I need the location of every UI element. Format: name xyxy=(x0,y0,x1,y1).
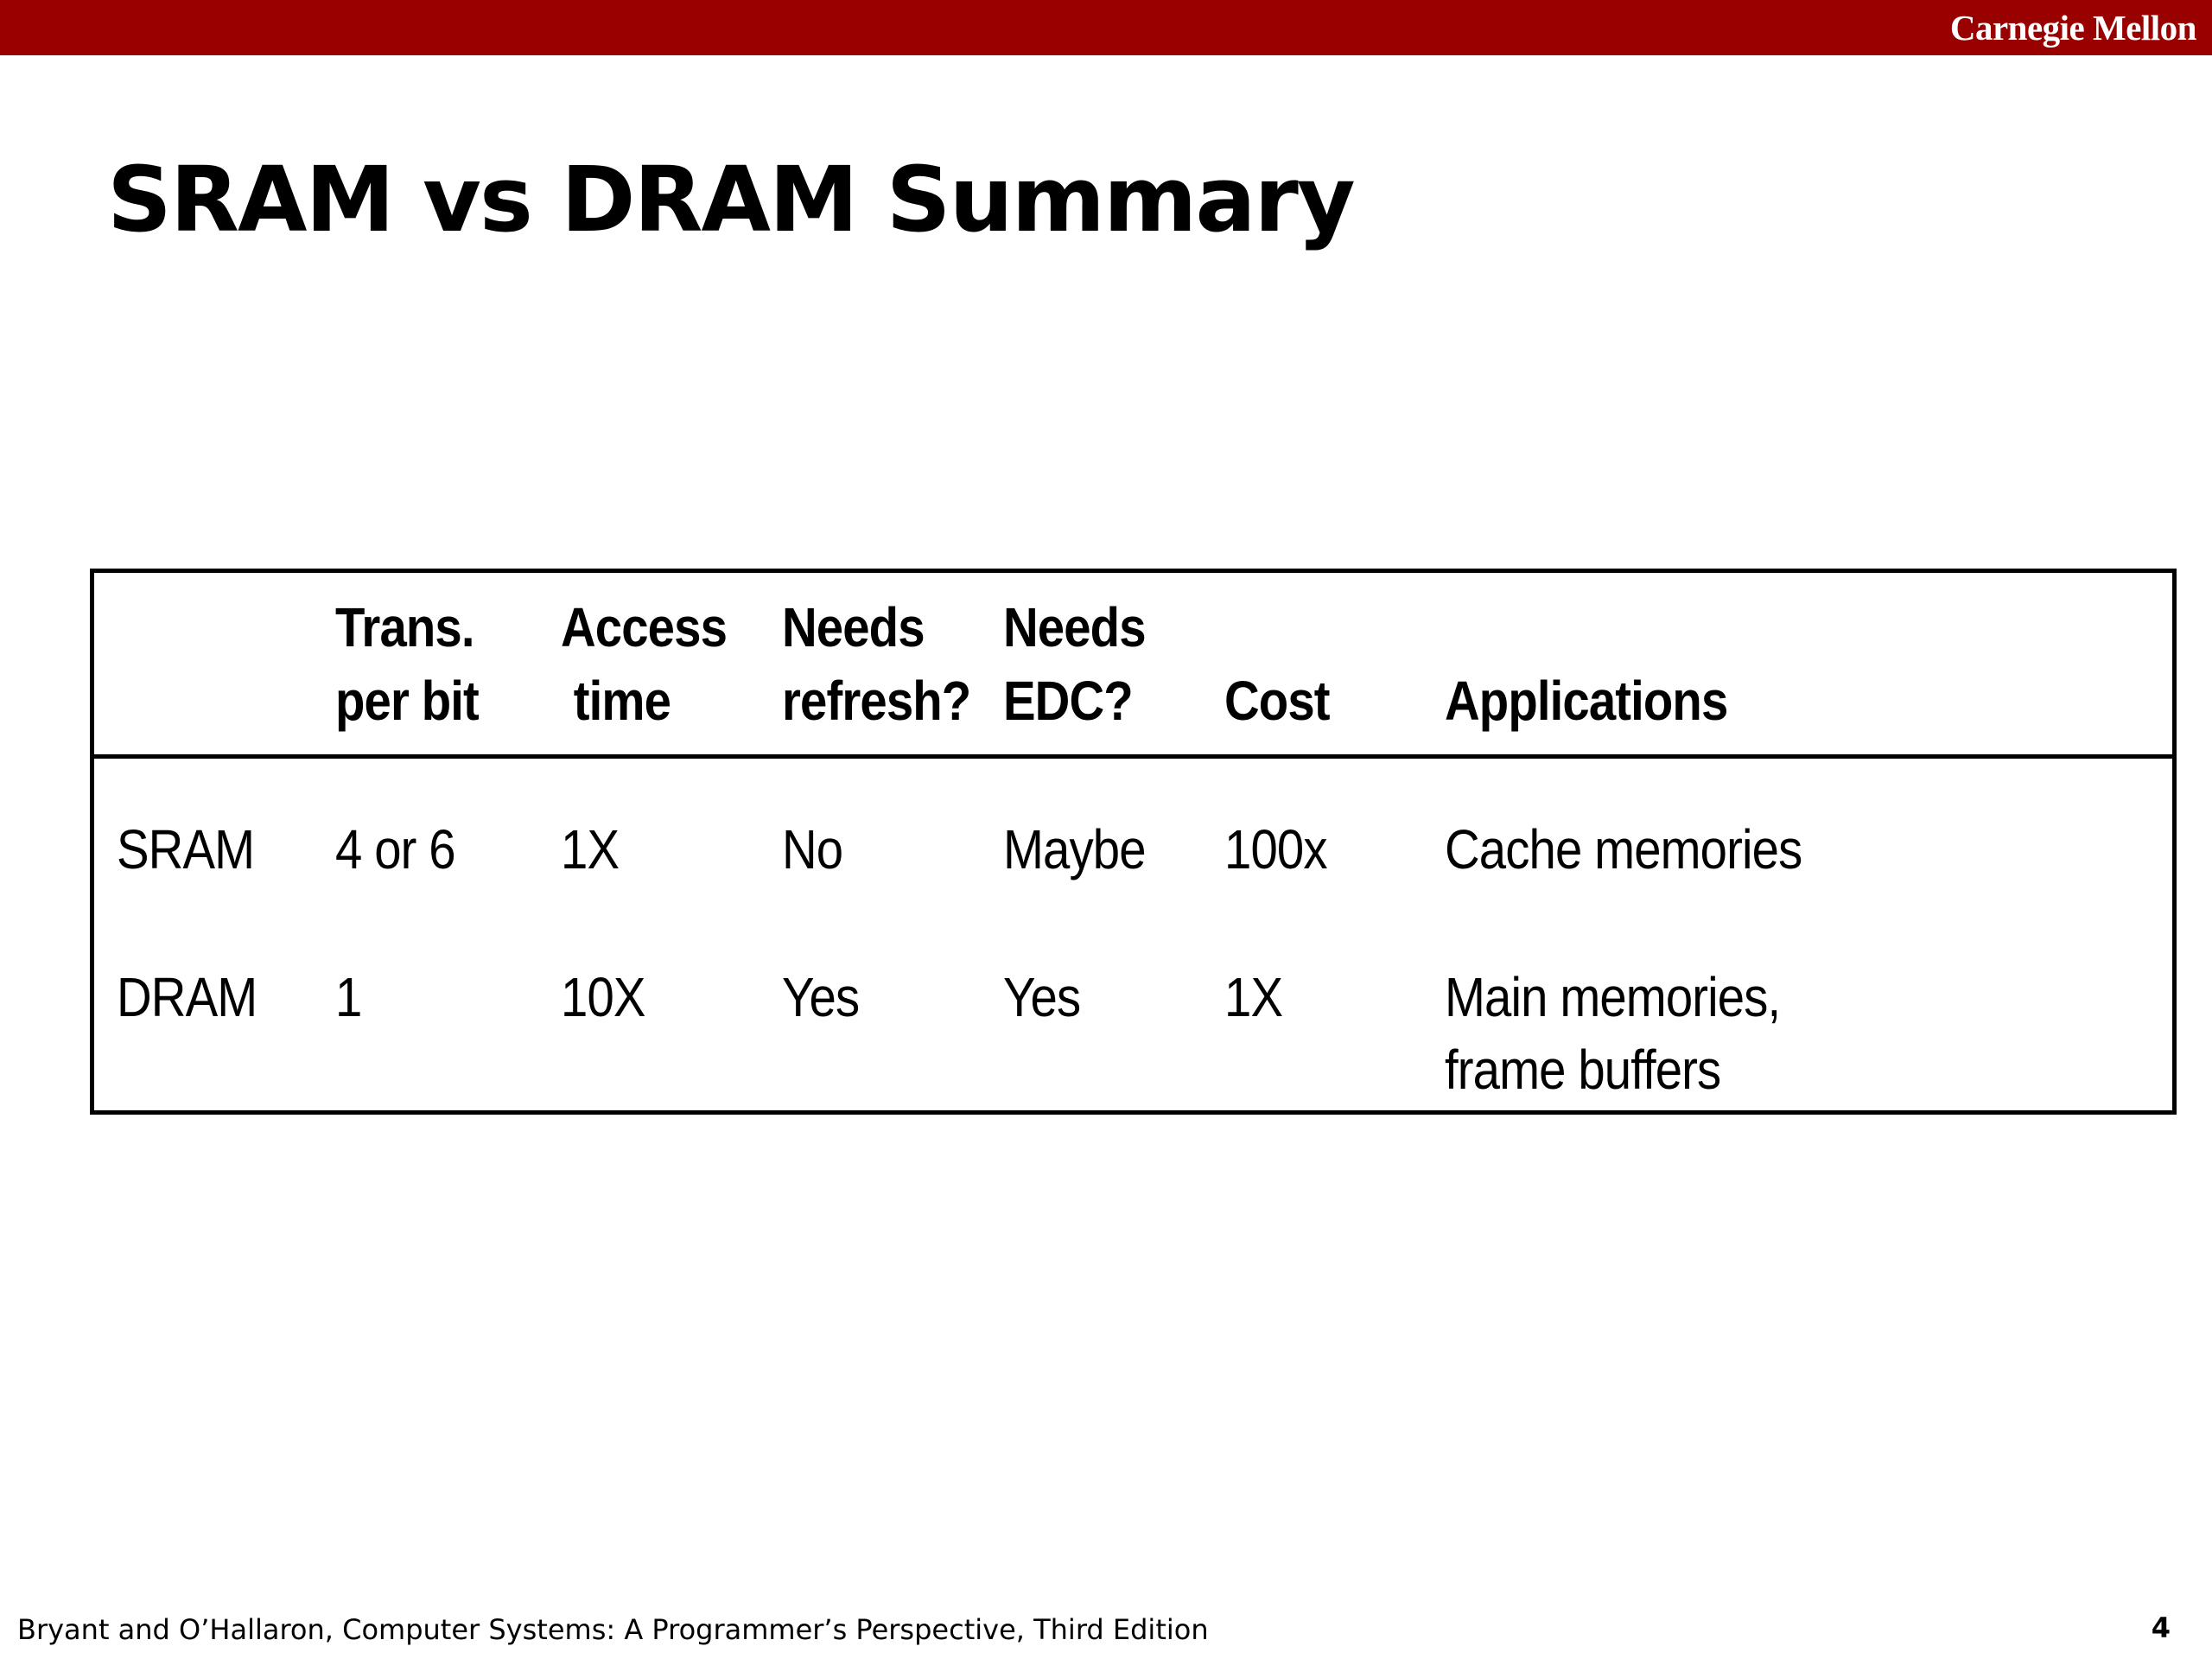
row-dram-applications-line2: frame buffers xyxy=(1445,1039,1721,1101)
footer-citation: Bryant and O’Hallaron, Computer Systems:… xyxy=(17,1613,1209,1646)
header-access-line1: Access xyxy=(561,596,728,658)
row-sram-refresh: No xyxy=(782,818,843,880)
row-dram-edc: Yes xyxy=(1003,966,1081,1028)
row-dram-trans: 1 xyxy=(335,966,362,1028)
row-dram-access: 10X xyxy=(561,966,645,1028)
row-sram-trans: 4 or 6 xyxy=(335,818,456,880)
brand-wordmark: Carnegie Mellon xyxy=(1949,8,2197,48)
header-applications: Applications xyxy=(1445,670,1728,732)
row-sram-applications: Cache memories xyxy=(1445,818,1802,880)
row-sram-access: 1X xyxy=(561,818,620,880)
row-sram-cost: 100x xyxy=(1224,818,1327,880)
row-sram-edc: Maybe xyxy=(1003,818,1147,880)
row-dram-memory: DRAM xyxy=(117,966,257,1028)
header-trans-line1: Trans. xyxy=(335,596,475,658)
header-edc-line1: Needs xyxy=(1003,596,1147,658)
header-divider xyxy=(94,754,2172,759)
row-dram-refresh: Yes xyxy=(782,966,860,1028)
header-edc-line2: EDC? xyxy=(1003,670,1134,732)
row-sram-memory: SRAM xyxy=(117,818,255,880)
comparison-table: Trans. per bit Access time Needs refresh… xyxy=(90,569,2177,1115)
header-bar: Carnegie Mellon xyxy=(0,0,2212,55)
row-dram-applications-line1: Main memories, xyxy=(1445,966,1781,1028)
header-cost: Cost xyxy=(1224,670,1331,732)
header-access-line2: time xyxy=(561,670,671,732)
header-refresh-line2: refresh? xyxy=(782,670,971,732)
header-trans-line2: per bit xyxy=(335,670,480,732)
page-number: 4 xyxy=(2151,1611,2171,1644)
slide-title: SRAM vs DRAM Summary xyxy=(107,147,1356,252)
header-refresh-line1: Needs xyxy=(782,596,925,658)
row-dram-cost: 1X xyxy=(1224,966,1283,1028)
